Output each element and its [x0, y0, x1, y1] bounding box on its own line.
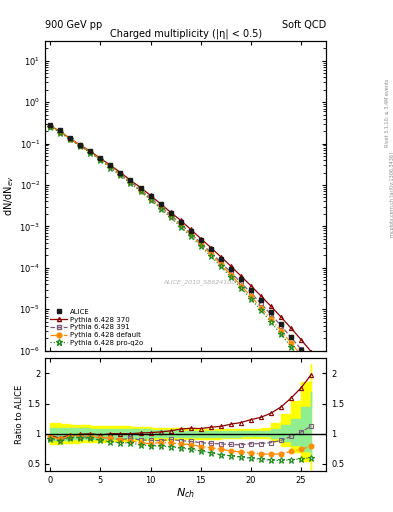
Text: mcplots.cern.ch [arXiv:1306.3436]: mcplots.cern.ch [arXiv:1306.3436] [390, 152, 393, 237]
Title: Charged multiplicity (|η| < 0.5): Charged multiplicity (|η| < 0.5) [110, 29, 262, 39]
Legend: ALICE, Pythia 6.428 370, Pythia 6.428 391, Pythia 6.428 default, Pythia 6.428 pr: ALICE, Pythia 6.428 370, Pythia 6.428 39… [47, 306, 146, 349]
X-axis label: $N_{ch}$: $N_{ch}$ [176, 486, 195, 500]
Text: ALICE_2010_S8624100: ALICE_2010_S8624100 [163, 280, 236, 285]
Text: Soft QCD: Soft QCD [282, 20, 326, 31]
Text: 900 GeV pp: 900 GeV pp [45, 20, 103, 31]
Y-axis label: Ratio to ALICE: Ratio to ALICE [15, 385, 24, 444]
Text: Rivet 3.1.10; ≥ 3.4M events: Rivet 3.1.10; ≥ 3.4M events [385, 78, 389, 147]
Y-axis label: dN/dN$_{ev}$: dN/dN$_{ev}$ [3, 176, 17, 216]
